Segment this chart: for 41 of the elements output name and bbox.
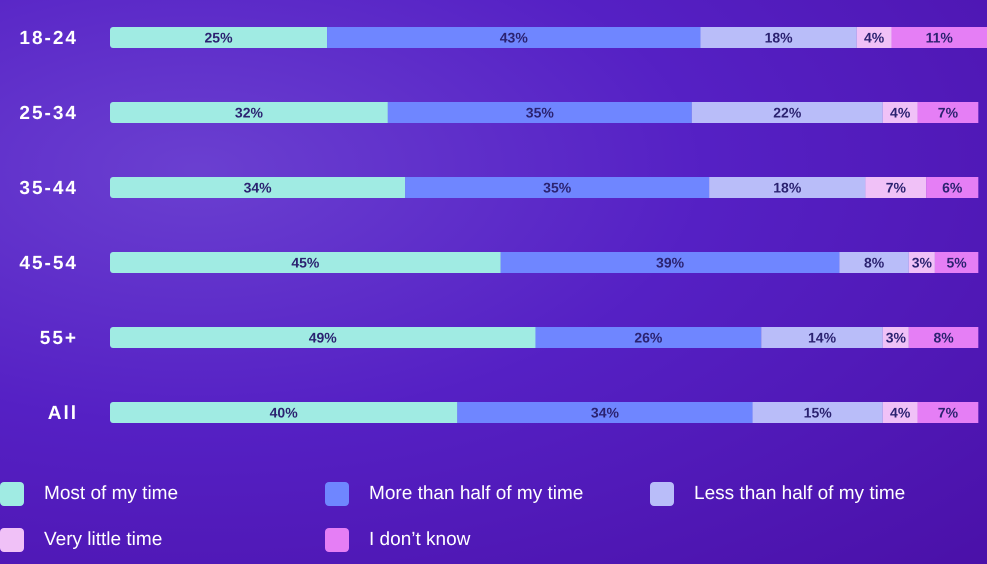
data-label: 32% <box>234 104 264 120</box>
y-tick-label: 18-24 <box>19 28 78 50</box>
data-label: 49% <box>308 330 338 346</box>
data-label: 43% <box>500 30 528 46</box>
data-label: 3% <box>886 330 906 346</box>
data-label: 45% <box>291 254 320 270</box>
data-label: 8% <box>933 330 954 346</box>
data-label: 7% <box>886 180 906 196</box>
data-label: 6% <box>942 180 963 196</box>
data-label: 15% <box>804 404 832 420</box>
data-label: 4% <box>890 104 911 120</box>
legend-label: Less than half of my time <box>694 483 906 505</box>
data-label: 7% <box>938 104 959 120</box>
data-label: 22% <box>773 104 802 120</box>
legend-label: Very little time <box>44 529 162 551</box>
y-tick-label: 25-34 <box>19 103 78 124</box>
y-tick-label: 45-54 <box>19 253 78 274</box>
data-label: 7% <box>938 404 959 420</box>
data-label: 18% <box>764 30 794 46</box>
data-label: 35% <box>526 104 554 120</box>
data-label: 5% <box>946 254 968 270</box>
data-label: 39% <box>656 254 685 270</box>
legend-label: More than half of my time <box>369 483 584 505</box>
data-label: 34% <box>244 180 272 196</box>
data-label: 3% <box>912 254 933 270</box>
data-label: 4% <box>890 404 911 420</box>
legend-label: Most of my time <box>44 483 178 505</box>
data-label: 8% <box>864 254 885 270</box>
data-label: 25% <box>204 30 234 46</box>
y-tick-label: All <box>48 403 78 424</box>
legend-label: I don’t know <box>369 529 470 551</box>
data-label: 26% <box>634 330 663 346</box>
data-label: 18% <box>773 180 802 196</box>
data-label: 34% <box>590 404 620 420</box>
data-label: 14% <box>808 330 837 346</box>
y-tick-label: 35-44 <box>19 178 78 200</box>
data-label: 35% <box>543 180 572 196</box>
data-label: 40% <box>270 404 298 420</box>
y-tick-label: 55+ <box>40 328 78 350</box>
data-label: 4% <box>864 30 885 46</box>
data-label: 11% <box>926 30 954 46</box>
